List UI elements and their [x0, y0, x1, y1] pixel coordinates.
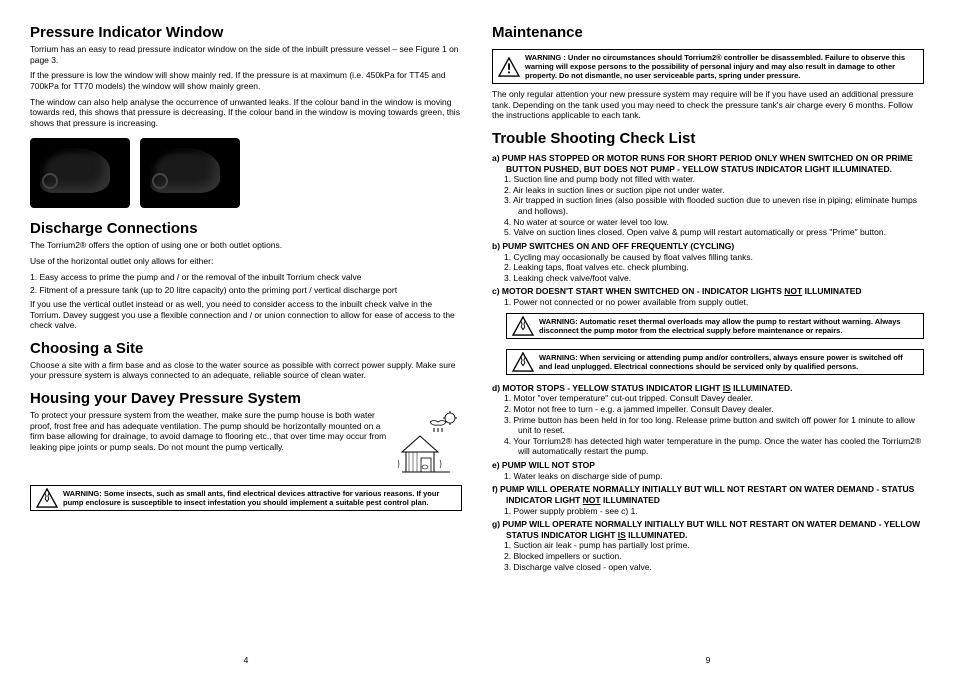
ts-sub: 3. Air trapped in suction lines (also po…	[492, 195, 924, 216]
page-number: 4	[30, 649, 462, 665]
heading-housing: Housing your Davey Pressure System	[30, 390, 462, 407]
ts-item-e: e) PUMP WILL NOT STOP	[492, 460, 924, 471]
housing-block: To protect your pressure system from the…	[30, 410, 462, 480]
ts-text: d) MOTOR STOPS - YELLOW STATUS INDICATOR…	[492, 383, 723, 393]
paragraph: Torrium has an easy to read pressure ind…	[30, 44, 462, 65]
ts-text-underline: NOT	[583, 495, 601, 505]
product-image-right	[140, 138, 240, 208]
ts-sub: 5. Valve on suction lines closed. Open v…	[492, 227, 924, 238]
ts-sub: 2. Motor not free to turn - e.g. a jamme…	[492, 404, 924, 415]
ts-text-underline: IS	[618, 530, 626, 540]
warning-text: WARNING: Some insects, such as small ant…	[63, 486, 461, 510]
ts-sub: 3. Discharge valve closed - open valve.	[492, 562, 924, 573]
page-container: Pressure Indicator Window Torrium has an…	[30, 20, 924, 665]
ts-sub: 1. Suction line and pump body not filled…	[492, 174, 924, 185]
ts-text-underline: NOT	[784, 286, 802, 296]
ts-sub: 3. Leaking check valve/foot valve.	[492, 273, 924, 284]
page-number: 9	[492, 649, 924, 665]
ts-text: f) PUMP WILL OPERATE NORMALLY INITIALLY …	[492, 484, 914, 505]
warning-box-thermal: WARNING: Automatic reset thermal overloa…	[506, 313, 924, 339]
ts-item-b: b) PUMP SWITCHES ON AND OFF FREQUENTLY (…	[492, 241, 924, 252]
ts-sub: 1. Water leaks on discharge side of pump…	[492, 471, 924, 482]
warning-text: WARNING : Under no circumstances should …	[525, 50, 923, 83]
warning-exclamation-icon	[493, 50, 525, 83]
paragraph: Choose a site with a firm base and as cl…	[30, 360, 462, 381]
ts-sub: 2. Blocked impellers or suction.	[492, 551, 924, 562]
warning-bolt-icon	[507, 350, 539, 374]
product-images	[30, 138, 462, 208]
heading-pressure-indicator: Pressure Indicator Window	[30, 24, 462, 41]
warning-text: WARNING: When servicing or attending pum…	[539, 350, 923, 374]
ts-sub: 4. Your Torrium2® has detected high wate…	[492, 436, 924, 457]
heading-site: Choosing a Site	[30, 340, 462, 357]
ts-sub: 4. No water at source or water level too…	[492, 217, 924, 228]
ts-sub: 3. Prime button has been held in for too…	[492, 415, 924, 436]
heading-discharge: Discharge Connections	[30, 220, 462, 237]
warning-triangle-icon	[31, 486, 63, 510]
ts-text: ILLUMINATED	[601, 495, 660, 505]
ts-item-f: f) PUMP WILL OPERATE NORMALLY INITIALLY …	[492, 484, 924, 505]
paragraph: If the pressure is low the window will s…	[30, 70, 462, 91]
paragraph: The window can also help analyse the occ…	[30, 97, 462, 129]
ts-sub: 2. Air leaks in suction lines or suction…	[492, 185, 924, 196]
list-item: 1. Easy access to prime the pump and / o…	[30, 272, 462, 283]
paragraph: The only regular attention your new pres…	[492, 89, 924, 121]
list-item: 2. Fitment of a pressure tank (up to 20 …	[30, 285, 462, 296]
ts-sub: 1. Suction air leak - pump has partially…	[492, 540, 924, 551]
warning-box-servicing: WARNING: When servicing or attending pum…	[506, 349, 924, 375]
left-column: Pressure Indicator Window Torrium has an…	[30, 20, 462, 665]
warning-bolt-icon	[507, 314, 539, 338]
ts-text: ILLUMINATED.	[626, 530, 688, 540]
ts-sub: 1. Motor "over temperature" cut-out trip…	[492, 393, 924, 404]
house-illustration-icon	[392, 410, 462, 480]
ts-text: c) MOTOR DOESN'T START WHEN SWITCHED ON …	[492, 286, 784, 296]
heading-troubleshoot: Trouble Shooting Check List	[492, 130, 924, 147]
ts-text: g) PUMP WILL OPERATE NORMALLY INITIALLY …	[492, 519, 920, 540]
paragraph: The Torrium2® offers the option of using…	[30, 240, 462, 251]
ts-item-g: g) PUMP WILL OPERATE NORMALLY INITIALLY …	[492, 519, 924, 540]
product-image-left	[30, 138, 130, 208]
warning-text: WARNING: Automatic reset thermal overloa…	[539, 314, 923, 338]
ts-sub: 1. Power supply problem - see c) 1.	[492, 506, 924, 517]
paragraph: Use of the horizontal outlet only allows…	[30, 256, 462, 267]
warning-box-insects: WARNING: Some insects, such as small ant…	[30, 485, 462, 511]
ts-text: ILLUMINATED	[802, 286, 861, 296]
ts-item-a: a) PUMP HAS STOPPED OR MOTOR RUNS FOR SH…	[492, 153, 924, 174]
right-column: Maintenance WARNING : Under no circumsta…	[492, 20, 924, 665]
heading-maintenance: Maintenance	[492, 24, 924, 41]
ts-item-c: c) MOTOR DOESN'T START WHEN SWITCHED ON …	[492, 286, 924, 297]
ts-sub: 1. Power not connected or no power avail…	[492, 297, 924, 308]
ts-text-underline: IS	[723, 383, 731, 393]
warning-box-disassembly: WARNING : Under no circumstances should …	[492, 49, 924, 84]
paragraph: If you use the vertical outlet instead o…	[30, 299, 462, 331]
ts-text: ILLUMINATED.	[731, 383, 793, 393]
ts-item-d: d) MOTOR STOPS - YELLOW STATUS INDICATOR…	[492, 383, 924, 394]
ts-sub: 1. Cycling may occasionally be caused by…	[492, 252, 924, 263]
ts-sub: 2. Leaking taps, float valves etc. check…	[492, 262, 924, 273]
